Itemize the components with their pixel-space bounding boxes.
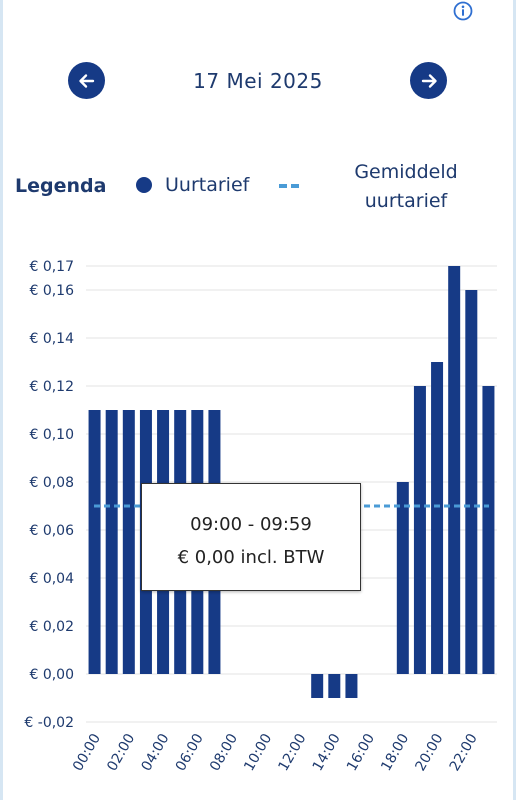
chart-tooltip: 09:00 - 09:59 € 0,00 incl. BTW [141, 483, 361, 591]
info-icon[interactable] [453, 1, 473, 21]
x-tick-label: 14:00 [310, 731, 344, 774]
price-bar[interactable] [396, 482, 409, 674]
frame-left-edge [0, 0, 3, 800]
price-bar[interactable] [122, 410, 135, 674]
x-tick-label: 12:00 [275, 731, 309, 774]
y-tick-label: € 0,12 [29, 379, 74, 395]
x-tick-label: 02:00 [104, 731, 138, 774]
legend-title: Legenda [15, 175, 107, 197]
price-bar[interactable] [88, 410, 101, 674]
x-tick-label: 08:00 [207, 731, 241, 774]
price-bar[interactable] [448, 266, 461, 674]
x-tick-label: 20:00 [412, 731, 446, 774]
selected-date: 17 Mei 2025 [193, 69, 323, 93]
frame-right-edge [513, 0, 516, 800]
y-tick-label: € 0,06 [29, 523, 74, 539]
x-tick-label: 00:00 [70, 731, 104, 774]
legend-average-marker [279, 184, 299, 188]
y-tick-label: € 0,17 [29, 259, 74, 275]
price-bar[interactable] [311, 674, 324, 698]
legend-average-label: Gemiddeld uurtarief [354, 161, 458, 212]
arrow-right-icon [421, 73, 437, 88]
y-tick-label: € -0,02 [24, 715, 74, 731]
legend-hour-rate-label: Uurtarief [165, 174, 250, 196]
tooltip-price: € 0,00 incl. BTW [177, 547, 325, 568]
x-tick-label: 16:00 [344, 731, 378, 774]
y-tick-label: € 0,16 [29, 283, 74, 299]
price-bar[interactable] [465, 290, 478, 674]
price-bar[interactable] [482, 386, 495, 674]
y-tick-label: € 0,04 [29, 571, 74, 587]
x-tick-label: 18:00 [378, 731, 412, 774]
y-tick-label: € 0,10 [29, 427, 74, 443]
next-day-button[interactable] [410, 62, 447, 99]
y-tick-label: € 0,08 [29, 475, 74, 491]
y-tick-label: € 0,02 [29, 619, 74, 635]
y-tick-label: € 0,00 [29, 667, 74, 683]
legend-hour-rate-marker [136, 177, 152, 193]
y-tick-label: € 0,14 [29, 331, 74, 347]
x-tick-label: 10:00 [241, 731, 275, 774]
x-tick-label: 06:00 [173, 731, 207, 774]
price-bar[interactable] [328, 674, 341, 698]
tooltip-time-range: 09:00 - 09:59 [190, 514, 312, 535]
price-bar[interactable] [105, 410, 118, 674]
x-tick-label: 22:00 [447, 731, 481, 774]
arrow-left-icon [78, 73, 94, 88]
price-bar[interactable] [431, 362, 444, 674]
price-bar[interactable] [413, 386, 426, 674]
price-bar[interactable] [345, 674, 358, 698]
x-tick-label: 04:00 [138, 731, 172, 774]
previous-day-button[interactable] [68, 62, 105, 99]
